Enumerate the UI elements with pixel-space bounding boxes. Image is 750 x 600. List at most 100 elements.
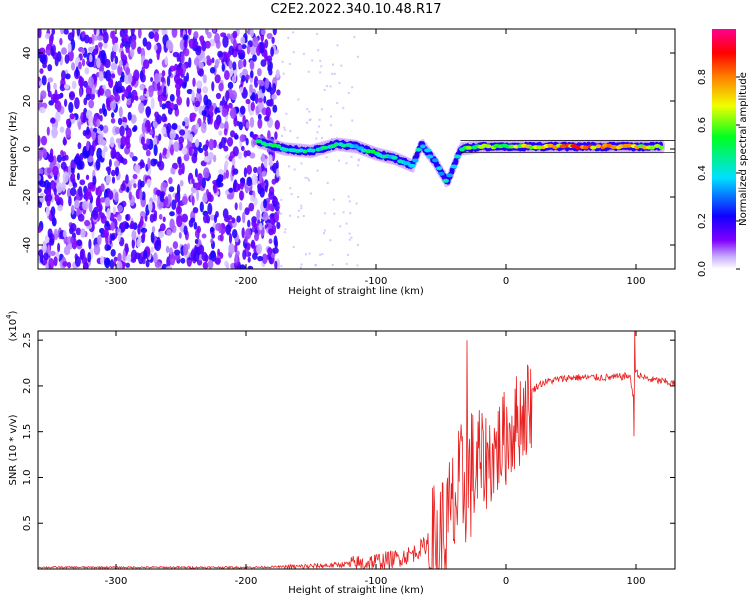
noise-speckle (55, 182, 63, 194)
noise-speckle (121, 93, 125, 101)
noise-speckle (48, 233, 53, 239)
noise-speckle (156, 161, 161, 168)
noise-speckle (228, 187, 234, 193)
noise-speckle (122, 249, 126, 262)
noise-speckle (266, 32, 273, 40)
noise-speckle (219, 105, 223, 112)
colorbar-tick-label: 0.6 (697, 117, 708, 133)
noise-speckle (98, 71, 104, 82)
noise-speckle (54, 194, 60, 202)
snr-axes: -300 -200 -100 0 100 0.5 1.0 1.5 2.0 2.5 (22, 331, 675, 587)
signal-core (310, 148, 316, 153)
noise-speckle (120, 50, 125, 60)
noise-speckle (202, 86, 209, 94)
noise-speckle (38, 187, 42, 193)
noise-speckle (78, 186, 83, 197)
noise-speckle (63, 229, 67, 238)
noise-speckle (57, 242, 61, 253)
noise-speckle (39, 68, 44, 74)
noise-speckle (132, 173, 138, 180)
noise-speckle (262, 211, 269, 221)
noise-speckle (348, 238, 351, 241)
noise-speckle (174, 193, 178, 204)
noise-speckle (38, 47, 46, 56)
snr-multiplier: (x104) (5, 310, 19, 341)
noise-speckle (110, 149, 115, 157)
noise-speckle (306, 121, 308, 124)
noise-speckle (242, 211, 246, 224)
noise-speckle (336, 102, 339, 104)
noise-speckle (159, 95, 163, 108)
noise-speckle (196, 80, 203, 89)
noise-speckle (253, 166, 258, 174)
noise-speckle (272, 247, 279, 254)
noise-speckle (347, 92, 350, 94)
noise-speckle (42, 148, 48, 159)
noise-speckle (338, 159, 340, 162)
noise-speckle (268, 191, 275, 200)
noise-speckle (241, 227, 245, 239)
signal-core (412, 158, 419, 163)
noise-speckle (183, 225, 188, 236)
noise-speckle (356, 264, 359, 267)
noise-speckle (235, 106, 240, 114)
noise-speckle (246, 176, 252, 187)
noise-speckle (176, 54, 180, 62)
noise-speckle (305, 253, 307, 256)
noise-speckle (154, 111, 160, 118)
noise-speckle (342, 106, 345, 109)
noise-speckle (176, 96, 183, 106)
noise-speckle (47, 81, 51, 93)
noise-speckle (194, 168, 198, 178)
noise-speckle (88, 200, 93, 213)
noise-speckle (76, 239, 83, 247)
noise-speckle (148, 201, 153, 212)
noise-speckle (101, 53, 105, 66)
noise-speckle (202, 144, 209, 151)
noise-speckle (38, 175, 42, 181)
noise-speckle (50, 117, 56, 124)
noise-speckle (49, 35, 53, 47)
noise-speckle (195, 45, 202, 56)
noise-speckle (142, 37, 148, 47)
noise-speckle (154, 72, 160, 84)
noise-speckle (95, 187, 99, 196)
noise-speckle (182, 121, 186, 127)
noise-speckle (81, 48, 85, 55)
noise-speckle (228, 232, 233, 244)
noise-speckle (188, 133, 194, 142)
noise-speckle (166, 75, 171, 87)
noise-speckle (226, 227, 231, 236)
noise-speckle (179, 39, 186, 51)
colorbar: 0.0 0.2 0.4 0.6 0.8 Normalized spectral ampl… (697, 29, 749, 277)
noise-speckle (57, 204, 63, 212)
noise-speckle (357, 243, 359, 246)
noise-speckle (158, 202, 164, 209)
noise-speckle (52, 94, 59, 104)
noise-speckle (345, 262, 348, 265)
noise-speckle (99, 212, 105, 220)
noise-speckle (173, 141, 180, 153)
noise-speckle (45, 188, 52, 198)
noise-speckle (74, 97, 80, 110)
noise-speckle (226, 137, 234, 147)
noise-speckle (51, 214, 56, 225)
noise-speckle (173, 73, 181, 84)
noise-speckle (38, 168, 44, 175)
noise-speckle (139, 95, 146, 101)
noise-speckle (196, 87, 202, 94)
noise-speckle (67, 42, 72, 53)
noise-speckle (103, 41, 108, 49)
noise-speckle (39, 106, 46, 114)
noise-speckle (137, 46, 142, 55)
noise-speckle (93, 29, 97, 36)
noise-speckle (92, 175, 97, 186)
noise-speckle (117, 204, 124, 213)
noise-speckle (240, 36, 246, 45)
noise-speckle (173, 103, 179, 111)
noise-speckle (163, 86, 167, 98)
noise-speckle (142, 231, 146, 240)
noise-speckle (130, 48, 135, 58)
signal-core (454, 154, 461, 159)
noise-speckle (110, 73, 116, 79)
